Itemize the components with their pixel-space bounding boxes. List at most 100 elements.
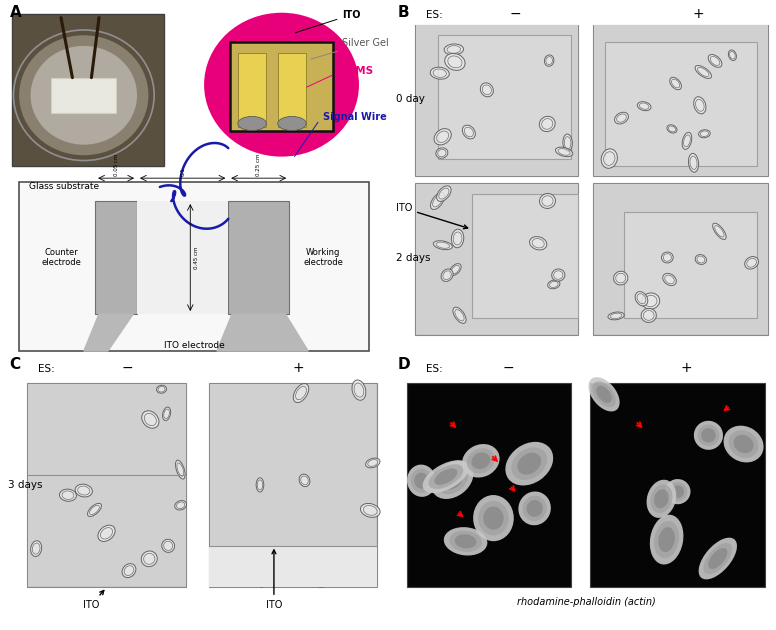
Text: ES:: ES: bbox=[426, 364, 443, 374]
Ellipse shape bbox=[601, 149, 618, 168]
Text: +: + bbox=[293, 361, 304, 375]
Ellipse shape bbox=[98, 525, 115, 541]
Ellipse shape bbox=[608, 312, 624, 320]
Polygon shape bbox=[217, 314, 308, 351]
Text: 0.25 cm: 0.25 cm bbox=[256, 154, 262, 176]
Ellipse shape bbox=[462, 125, 476, 139]
Ellipse shape bbox=[665, 479, 691, 504]
Text: −: − bbox=[502, 361, 514, 375]
Ellipse shape bbox=[299, 474, 310, 486]
Ellipse shape bbox=[430, 67, 449, 79]
Ellipse shape bbox=[698, 537, 737, 580]
Ellipse shape bbox=[518, 491, 551, 525]
Text: +: + bbox=[681, 361, 692, 375]
Bar bbox=[210, 383, 376, 587]
Ellipse shape bbox=[480, 83, 494, 97]
Ellipse shape bbox=[434, 129, 452, 145]
Ellipse shape bbox=[462, 444, 500, 478]
Text: B: B bbox=[397, 5, 409, 20]
Bar bbox=[137, 201, 228, 314]
Ellipse shape bbox=[441, 269, 453, 282]
Ellipse shape bbox=[444, 44, 463, 55]
Ellipse shape bbox=[588, 377, 620, 411]
Text: Silver Gel: Silver Gel bbox=[311, 38, 389, 59]
Bar bbox=[228, 201, 289, 314]
Ellipse shape bbox=[60, 489, 77, 501]
Ellipse shape bbox=[646, 479, 676, 518]
Ellipse shape bbox=[698, 130, 710, 138]
Ellipse shape bbox=[442, 471, 462, 490]
Bar bbox=[438, 35, 570, 159]
Ellipse shape bbox=[642, 293, 660, 309]
Ellipse shape bbox=[694, 421, 723, 450]
Ellipse shape bbox=[658, 527, 675, 552]
Ellipse shape bbox=[667, 125, 677, 133]
Ellipse shape bbox=[682, 132, 691, 149]
Bar bbox=[415, 25, 577, 176]
Bar bbox=[27, 384, 185, 587]
Ellipse shape bbox=[556, 147, 573, 157]
Ellipse shape bbox=[695, 255, 706, 265]
Ellipse shape bbox=[723, 426, 764, 462]
Bar bbox=[605, 42, 757, 166]
Bar bbox=[594, 25, 767, 176]
Bar bbox=[19, 181, 369, 351]
Ellipse shape bbox=[637, 101, 651, 111]
Ellipse shape bbox=[703, 543, 733, 574]
Ellipse shape bbox=[661, 252, 674, 263]
Ellipse shape bbox=[654, 490, 669, 508]
Ellipse shape bbox=[428, 464, 463, 489]
Bar bbox=[594, 183, 768, 335]
Ellipse shape bbox=[88, 503, 102, 517]
Text: 0.45 cm: 0.45 cm bbox=[194, 246, 199, 269]
Ellipse shape bbox=[745, 256, 758, 269]
Text: ES:: ES: bbox=[38, 364, 55, 374]
Bar bbox=[594, 184, 767, 335]
Ellipse shape bbox=[529, 237, 547, 250]
Ellipse shape bbox=[455, 534, 476, 549]
Ellipse shape bbox=[636, 292, 648, 306]
Ellipse shape bbox=[431, 461, 473, 499]
Ellipse shape bbox=[694, 97, 706, 114]
Bar bbox=[210, 384, 376, 587]
Ellipse shape bbox=[175, 460, 185, 479]
Text: rhodamine-phalloidin (actin): rhodamine-phalloidin (actin) bbox=[517, 597, 655, 607]
Ellipse shape bbox=[352, 380, 365, 400]
Ellipse shape bbox=[552, 269, 565, 281]
Ellipse shape bbox=[437, 186, 451, 202]
Bar bbox=[624, 212, 757, 318]
Ellipse shape bbox=[122, 564, 136, 578]
Ellipse shape bbox=[437, 466, 468, 494]
Circle shape bbox=[19, 35, 148, 155]
Ellipse shape bbox=[729, 50, 736, 60]
Text: ITO: ITO bbox=[296, 9, 361, 33]
Ellipse shape bbox=[729, 430, 759, 458]
Ellipse shape bbox=[365, 458, 380, 468]
Ellipse shape bbox=[433, 241, 452, 249]
Ellipse shape bbox=[444, 527, 487, 556]
Ellipse shape bbox=[278, 117, 307, 130]
Ellipse shape bbox=[472, 452, 490, 469]
Bar bbox=[95, 201, 137, 314]
Ellipse shape bbox=[539, 193, 556, 209]
Ellipse shape bbox=[708, 548, 727, 569]
Ellipse shape bbox=[411, 469, 432, 493]
Text: Glass substrate: Glass substrate bbox=[29, 181, 99, 191]
Text: 0.05 cm: 0.05 cm bbox=[113, 154, 119, 176]
Ellipse shape bbox=[293, 384, 309, 403]
Ellipse shape bbox=[423, 460, 469, 493]
Ellipse shape bbox=[436, 148, 448, 158]
Ellipse shape bbox=[414, 472, 429, 489]
Ellipse shape bbox=[671, 485, 684, 498]
Ellipse shape bbox=[175, 501, 186, 510]
Text: Working
electrode: Working electrode bbox=[303, 248, 343, 267]
Ellipse shape bbox=[435, 468, 457, 485]
Ellipse shape bbox=[663, 273, 677, 285]
Text: 0 day: 0 day bbox=[396, 94, 424, 104]
Bar bbox=[472, 194, 578, 318]
Text: −: − bbox=[122, 361, 133, 375]
Ellipse shape bbox=[614, 272, 628, 285]
Bar bbox=[51, 77, 116, 113]
Ellipse shape bbox=[596, 386, 611, 403]
Ellipse shape bbox=[162, 407, 171, 421]
